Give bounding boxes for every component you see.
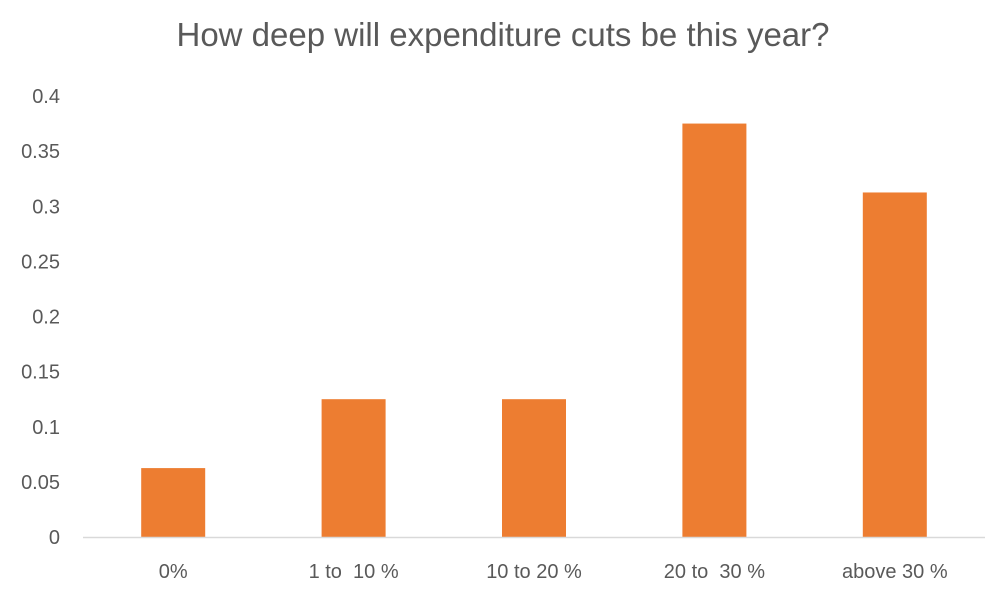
x-tick-label: 20 to 30 % — [664, 561, 765, 583]
bar — [682, 123, 747, 537]
y-tick-label: 0.3 — [32, 196, 60, 218]
y-tick-label: 0.4 — [32, 86, 60, 108]
bar — [141, 468, 206, 537]
y-tick-label: 0.25 — [21, 251, 60, 273]
x-axis-ticks: 0% 1 to 10 % 10 to 20 % 20 to 30 % above 30 … — [159, 561, 948, 583]
chart-title: How deep will expenditure cuts be this y… — [176, 16, 830, 53]
y-tick-label: 0.35 — [21, 141, 60, 163]
y-tick-label: 0.05 — [21, 472, 60, 494]
x-tick-label: above 30 % — [842, 561, 948, 583]
y-tick-label: 0 — [49, 527, 60, 549]
y-axis-ticks: 0 0.05 0.1 0.15 0.2 0.25 0.3 0.35 0.4 — [21, 86, 60, 549]
x-tick-label: 10 to 20 % — [486, 561, 582, 583]
y-tick-label: 0.2 — [32, 307, 60, 329]
bars — [141, 123, 927, 537]
bar — [321, 399, 386, 537]
bar — [502, 399, 566, 537]
y-tick-label: 0.1 — [32, 417, 60, 439]
y-tick-label: 0.15 — [21, 362, 60, 384]
bar — [862, 192, 927, 537]
x-tick-label: 0% — [159, 561, 188, 583]
x-tick-label: 1 to 10 % — [309, 561, 399, 583]
